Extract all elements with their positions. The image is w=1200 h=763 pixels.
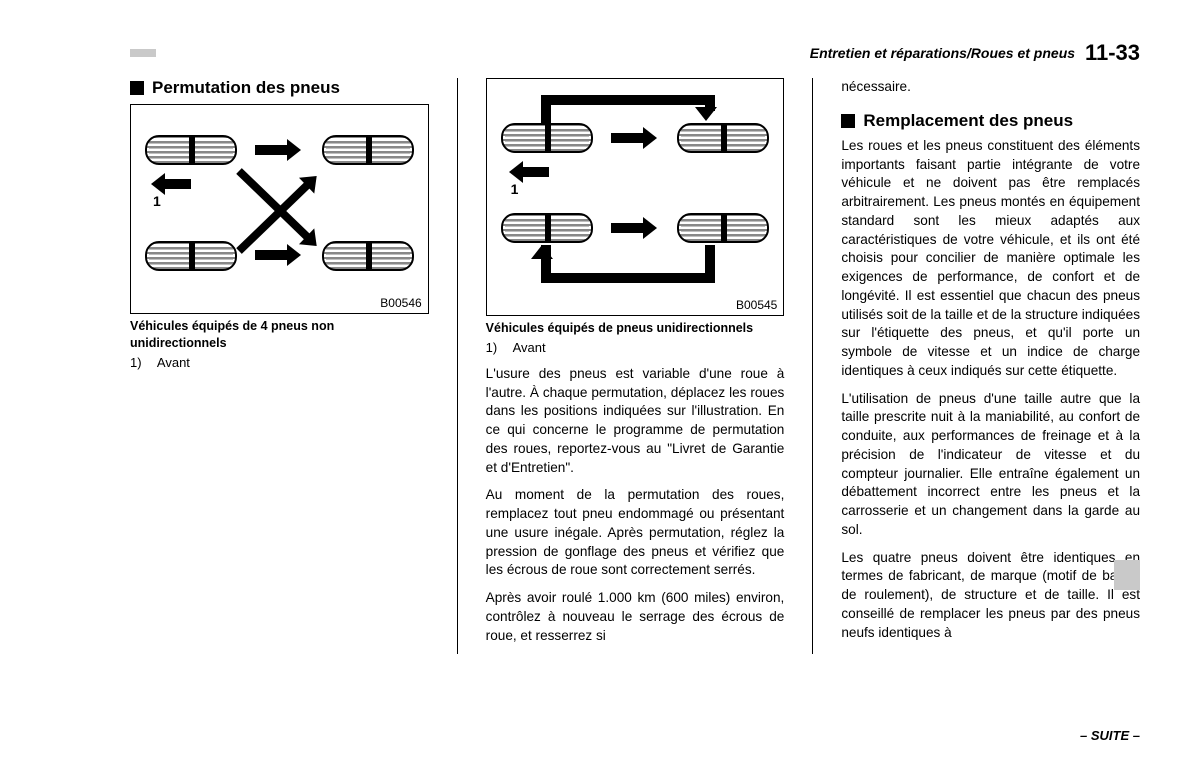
diagram-code: B00545 bbox=[736, 298, 777, 312]
column-divider bbox=[812, 78, 813, 654]
page-header: Entretien et réparations/Roues et pneus … bbox=[130, 40, 1140, 66]
diagram-label-1: 1 bbox=[511, 181, 519, 197]
section-heading-permutation: Permutation des pneus bbox=[130, 78, 429, 98]
list-number: 1) bbox=[486, 340, 510, 355]
column-1: Permutation des pneus 1 B00546 Véhicules bbox=[130, 78, 429, 654]
diagram-caption: Véhicules équipés de 4 pneus non unidire… bbox=[130, 318, 429, 352]
body-paragraph: L'usure des pneus est variable d'une rou… bbox=[486, 365, 785, 478]
list-number: 1) bbox=[130, 355, 154, 370]
diagram-caption: Véhicules équipés de pneus unidirectionn… bbox=[486, 320, 785, 337]
column-divider bbox=[457, 78, 458, 654]
body-paragraph: Après avoir roulé 1.000 km (600 miles) e… bbox=[486, 589, 785, 645]
diagram-4-tires-cross: 1 B00546 bbox=[130, 104, 429, 314]
diagram-label-1: 1 bbox=[153, 193, 161, 209]
square-bullet-icon bbox=[130, 81, 144, 95]
caption-list: 1) Avant bbox=[130, 355, 429, 370]
column-2: 1 B00545 Véhicules équipés de pneus unid… bbox=[486, 78, 785, 654]
section-heading-remplacement: Remplacement des pneus bbox=[841, 111, 1140, 131]
body-paragraph: nécessaire. bbox=[841, 78, 1140, 97]
page-number: 11-33 bbox=[1085, 40, 1140, 65]
section-title: Remplacement des pneus bbox=[863, 111, 1073, 131]
list-label: Avant bbox=[513, 340, 546, 355]
section-title: Permutation des pneus bbox=[152, 78, 340, 98]
thumb-tab bbox=[1114, 560, 1140, 590]
continuation-footer: – SUITE – bbox=[1080, 728, 1140, 743]
list-label: Avant bbox=[157, 355, 190, 370]
caption-list: 1) Avant bbox=[486, 340, 785, 355]
diagram-unidirectional: 1 B00545 bbox=[486, 78, 785, 316]
body-paragraph: Les roues et les pneus constituent des é… bbox=[841, 137, 1140, 381]
square-bullet-icon bbox=[841, 114, 855, 128]
body-paragraph: Les quatre pneus doivent être identiques… bbox=[841, 549, 1140, 643]
body-paragraph: L'utilisation de pneus d'une taille autr… bbox=[841, 390, 1140, 540]
column-3: nécessaire. Remplacement des pneus Les r… bbox=[841, 78, 1140, 654]
diagram-code: B00546 bbox=[380, 296, 421, 310]
header-bar bbox=[130, 49, 156, 57]
body-paragraph: Au moment de la permutation des roues, r… bbox=[486, 486, 785, 580]
breadcrumb-text: Entretien et réparations/Roues et pneus bbox=[810, 45, 1075, 61]
header-breadcrumb: Entretien et réparations/Roues et pneus … bbox=[168, 40, 1140, 66]
